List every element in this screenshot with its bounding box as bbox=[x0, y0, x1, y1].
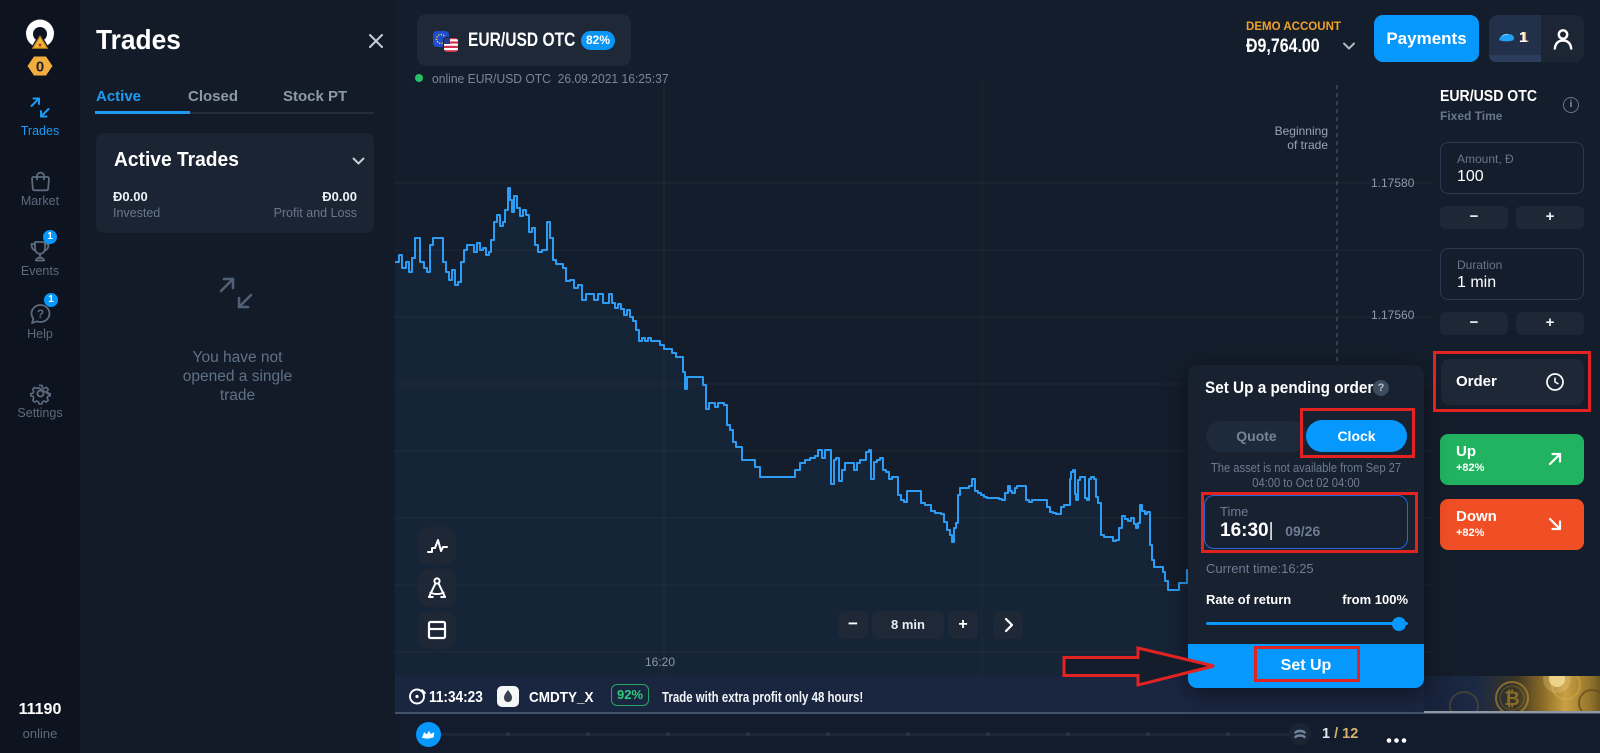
svg-text:₿: ₿ bbox=[1504, 689, 1519, 710]
svg-text:?: ? bbox=[37, 307, 44, 321]
svg-text:0: 0 bbox=[36, 59, 44, 76]
